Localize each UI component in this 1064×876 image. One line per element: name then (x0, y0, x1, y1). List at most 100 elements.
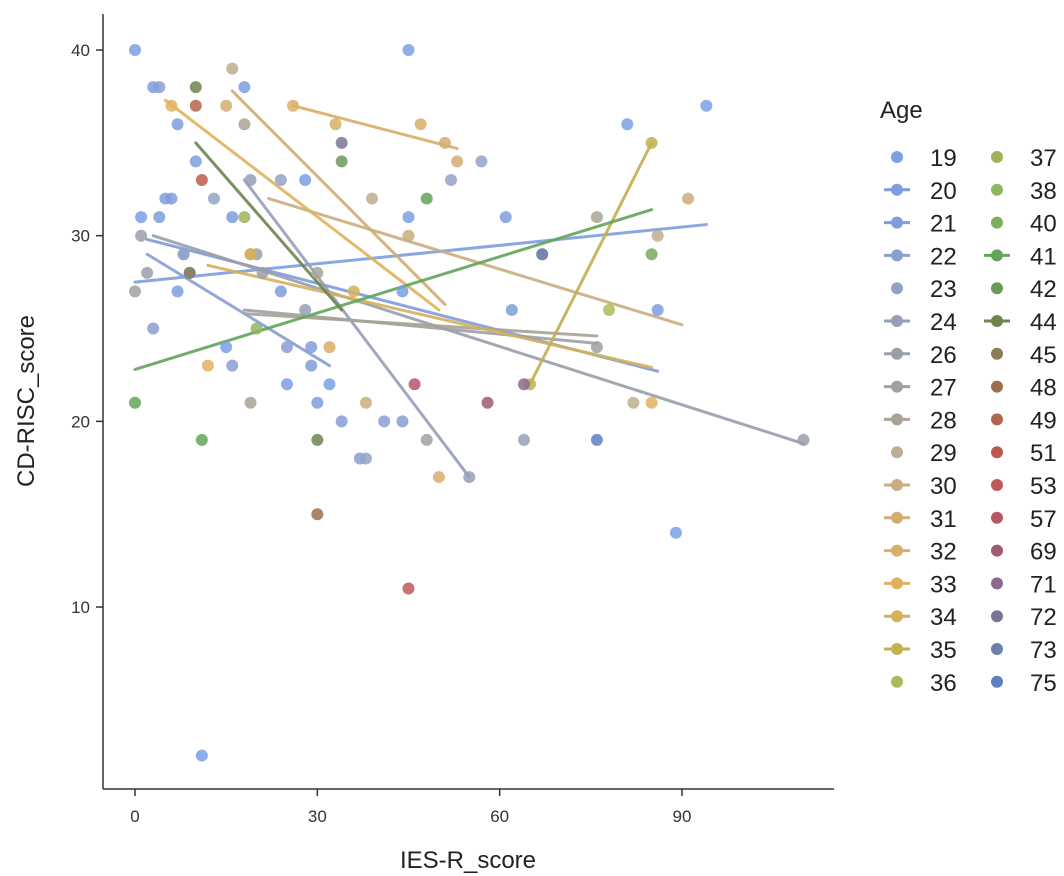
point-age-22 (226, 359, 239, 372)
point-age-73 (536, 248, 549, 261)
point-age-34 (244, 248, 257, 261)
legend-label: 26 (930, 342, 957, 369)
point-age-26 (797, 433, 810, 446)
point-age-75 (590, 433, 603, 446)
point-age-24 (244, 174, 257, 186)
point-age-19 (402, 44, 415, 57)
point-age-29 (226, 62, 239, 75)
legend-label: 41 (1030, 243, 1057, 270)
point-age-30 (359, 396, 372, 409)
point-age-26 (141, 266, 154, 279)
point-age-44 (311, 433, 324, 446)
point-age-34 (347, 285, 360, 298)
point-age-23 (445, 174, 458, 186)
legend-label: 73 (1030, 637, 1057, 664)
legend-key-point (991, 479, 1003, 491)
trend-line-age-30 (267, 197, 684, 327)
legend-item-37: 37 (991, 145, 1057, 172)
y-axis-ticks: 10 20 30 40 (71, 41, 103, 617)
point-age-41 (420, 192, 433, 205)
legend-label: 28 (930, 407, 957, 434)
point-age-20 (226, 211, 239, 224)
y-axis-title: CD-RISC_score (13, 315, 40, 487)
legend-label: 40 (1030, 211, 1057, 238)
point-age-38 (250, 322, 263, 335)
legend-label: 29 (930, 440, 957, 467)
point-age-72 (335, 136, 348, 149)
legend-item-49: 49 (991, 407, 1057, 434)
y-tick-label: 30 (71, 227, 90, 246)
legend-label: 49 (1030, 407, 1057, 434)
legend-item-53: 53 (991, 473, 1057, 500)
legend-key-point (891, 183, 903, 196)
point-age-21 (159, 192, 172, 205)
legend-key-point (991, 544, 1003, 557)
point-age-27 (590, 341, 603, 354)
legend-label: 51 (1030, 440, 1057, 467)
legend-key-point (991, 610, 1003, 623)
legend-label: 57 (1030, 506, 1057, 533)
legend-key-point (891, 151, 903, 163)
point-age-37 (238, 211, 251, 224)
point-age-20 (299, 174, 312, 186)
point-age-19 (700, 99, 713, 112)
point-age-32 (287, 99, 300, 112)
point-age-32 (323, 341, 336, 354)
point-age-19 (195, 749, 208, 762)
x-axis-title: IES-R_score (400, 847, 536, 874)
legend-label: 38 (1030, 178, 1057, 205)
legend-item-72: 72 (991, 604, 1057, 631)
point-age-28 (244, 396, 257, 409)
point-age-20 (651, 303, 664, 316)
point-age-20 (396, 285, 409, 298)
legend-label: 23 (930, 276, 957, 303)
point-age-19 (129, 44, 141, 57)
legend-item-33: 33 (884, 571, 957, 598)
point-age-53 (402, 582, 415, 595)
legend-key-point (891, 643, 903, 655)
point-age-22 (396, 415, 409, 428)
legend-label: 22 (930, 243, 957, 270)
point-age-23 (177, 248, 190, 261)
point-age-23 (359, 452, 372, 465)
legend-key-point (991, 216, 1003, 229)
trend-line-age-32 (291, 104, 459, 150)
legend-label: 21 (930, 211, 957, 238)
legend-item-35: 35 (884, 637, 957, 664)
point-age-30 (682, 192, 695, 205)
legend-key-point (891, 347, 903, 360)
point-age-42 (335, 155, 348, 168)
point-age-22 (280, 341, 293, 354)
legend-label: 48 (1030, 375, 1057, 402)
legend-item-26: 26 (884, 342, 957, 369)
point-age-33 (165, 99, 178, 112)
legend-items: 19 20 21 22 23 24 26 27 28 29 30 31 32 33 34 35 36 37 38 40… (884, 145, 1057, 697)
point-age-22 (335, 415, 348, 428)
legend-item-40: 40 (991, 211, 1057, 238)
point-age-19 (323, 378, 336, 391)
point-age-22 (153, 81, 166, 94)
legend-label: 37 (1030, 145, 1057, 172)
legend-key-point (991, 183, 1003, 196)
point-age-30 (402, 229, 415, 242)
legend-label: 33 (930, 571, 957, 598)
legend-item-38: 38 (991, 178, 1057, 205)
legend-key-point (891, 282, 903, 295)
legend-item-42: 42 (991, 276, 1057, 303)
legend-key-point (891, 675, 903, 688)
point-age-71 (517, 378, 530, 391)
point-age-32 (414, 118, 427, 131)
legend-label: 19 (930, 145, 957, 172)
legend-item-75: 75 (991, 670, 1057, 697)
x-tick-label: 90 (673, 807, 692, 826)
legend-item-31: 31 (884, 506, 957, 533)
legend-key-point (991, 675, 1003, 688)
trend-line-age-22 (145, 252, 331, 368)
legend-key-point (991, 249, 1003, 262)
trend-line-age-41 (133, 208, 654, 371)
point-age-20 (238, 81, 251, 94)
legend-key-point (891, 249, 903, 262)
point-age-19 (135, 211, 148, 224)
legend-label: 69 (1030, 539, 1057, 566)
